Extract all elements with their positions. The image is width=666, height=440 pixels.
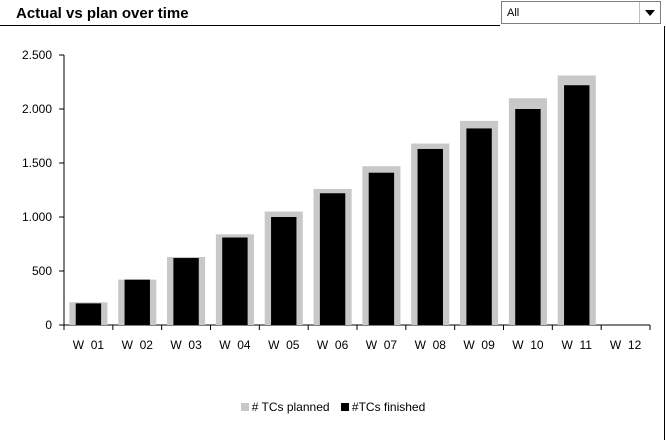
bar-finished	[222, 237, 248, 325]
chart-legend: # TCs planned #TCs finished	[0, 400, 666, 414]
x-tick-label: W 02	[122, 338, 154, 352]
bar-finished	[368, 172, 395, 325]
x-tick-label: W 08	[415, 338, 447, 352]
x-tick-label: W 09	[463, 338, 495, 352]
x-tick-label: W 06	[317, 338, 349, 352]
filter-dropdown[interactable]: All	[501, 1, 661, 24]
bar-finished	[564, 85, 590, 326]
bar-finished	[417, 148, 443, 325]
bar-finished	[466, 128, 492, 325]
x-tick-label: W 10	[512, 338, 544, 352]
filter-dropdown-value: All	[507, 7, 520, 19]
x-tick-label: W 11	[562, 338, 593, 352]
bar-finished	[124, 279, 150, 325]
frame-border	[664, 26, 665, 440]
legend-swatch-planned	[240, 402, 249, 411]
x-tick-label: W 04	[219, 338, 251, 352]
bar-chart: 0 500 1.000 1.500 2.000 2.500 W 01 W 02 W 03 W 04…	[22, 48, 651, 352]
x-tick-label: W 07	[366, 338, 398, 352]
bar-finished	[319, 193, 346, 325]
y-tick-label: 500	[32, 264, 52, 278]
bar-finished	[75, 303, 102, 325]
bar-finished	[173, 258, 199, 325]
legend-item-finished: #TCs finished	[340, 400, 426, 414]
y-tick-label: 1.000	[22, 210, 52, 224]
chart-title: Actual vs plan over time	[16, 5, 189, 22]
legend-item-planned: # TCs planned	[240, 400, 330, 414]
legend-swatch-finished	[340, 402, 349, 411]
x-tick-label: W 03	[170, 338, 202, 352]
chevron-down-icon[interactable]	[639, 2, 660, 23]
x-tick-label: W 01	[73, 338, 105, 352]
y-tick-label: 0	[45, 318, 52, 332]
title-underline	[0, 25, 500, 26]
bar-finished	[271, 217, 297, 325]
y-tick-label: 1.500	[22, 156, 52, 170]
x-tick-label: W 12	[610, 338, 642, 352]
chart-header: Actual vs plan over time All	[0, 0, 666, 27]
bar-finished	[515, 109, 541, 325]
legend-label-finished: #TCs finished	[351, 400, 426, 414]
x-tick-label: W 05	[268, 338, 300, 352]
y-tick-label: 2.000	[22, 102, 52, 116]
y-tick-label: 2.500	[22, 48, 52, 62]
legend-label-planned: # TCs planned	[251, 400, 330, 414]
